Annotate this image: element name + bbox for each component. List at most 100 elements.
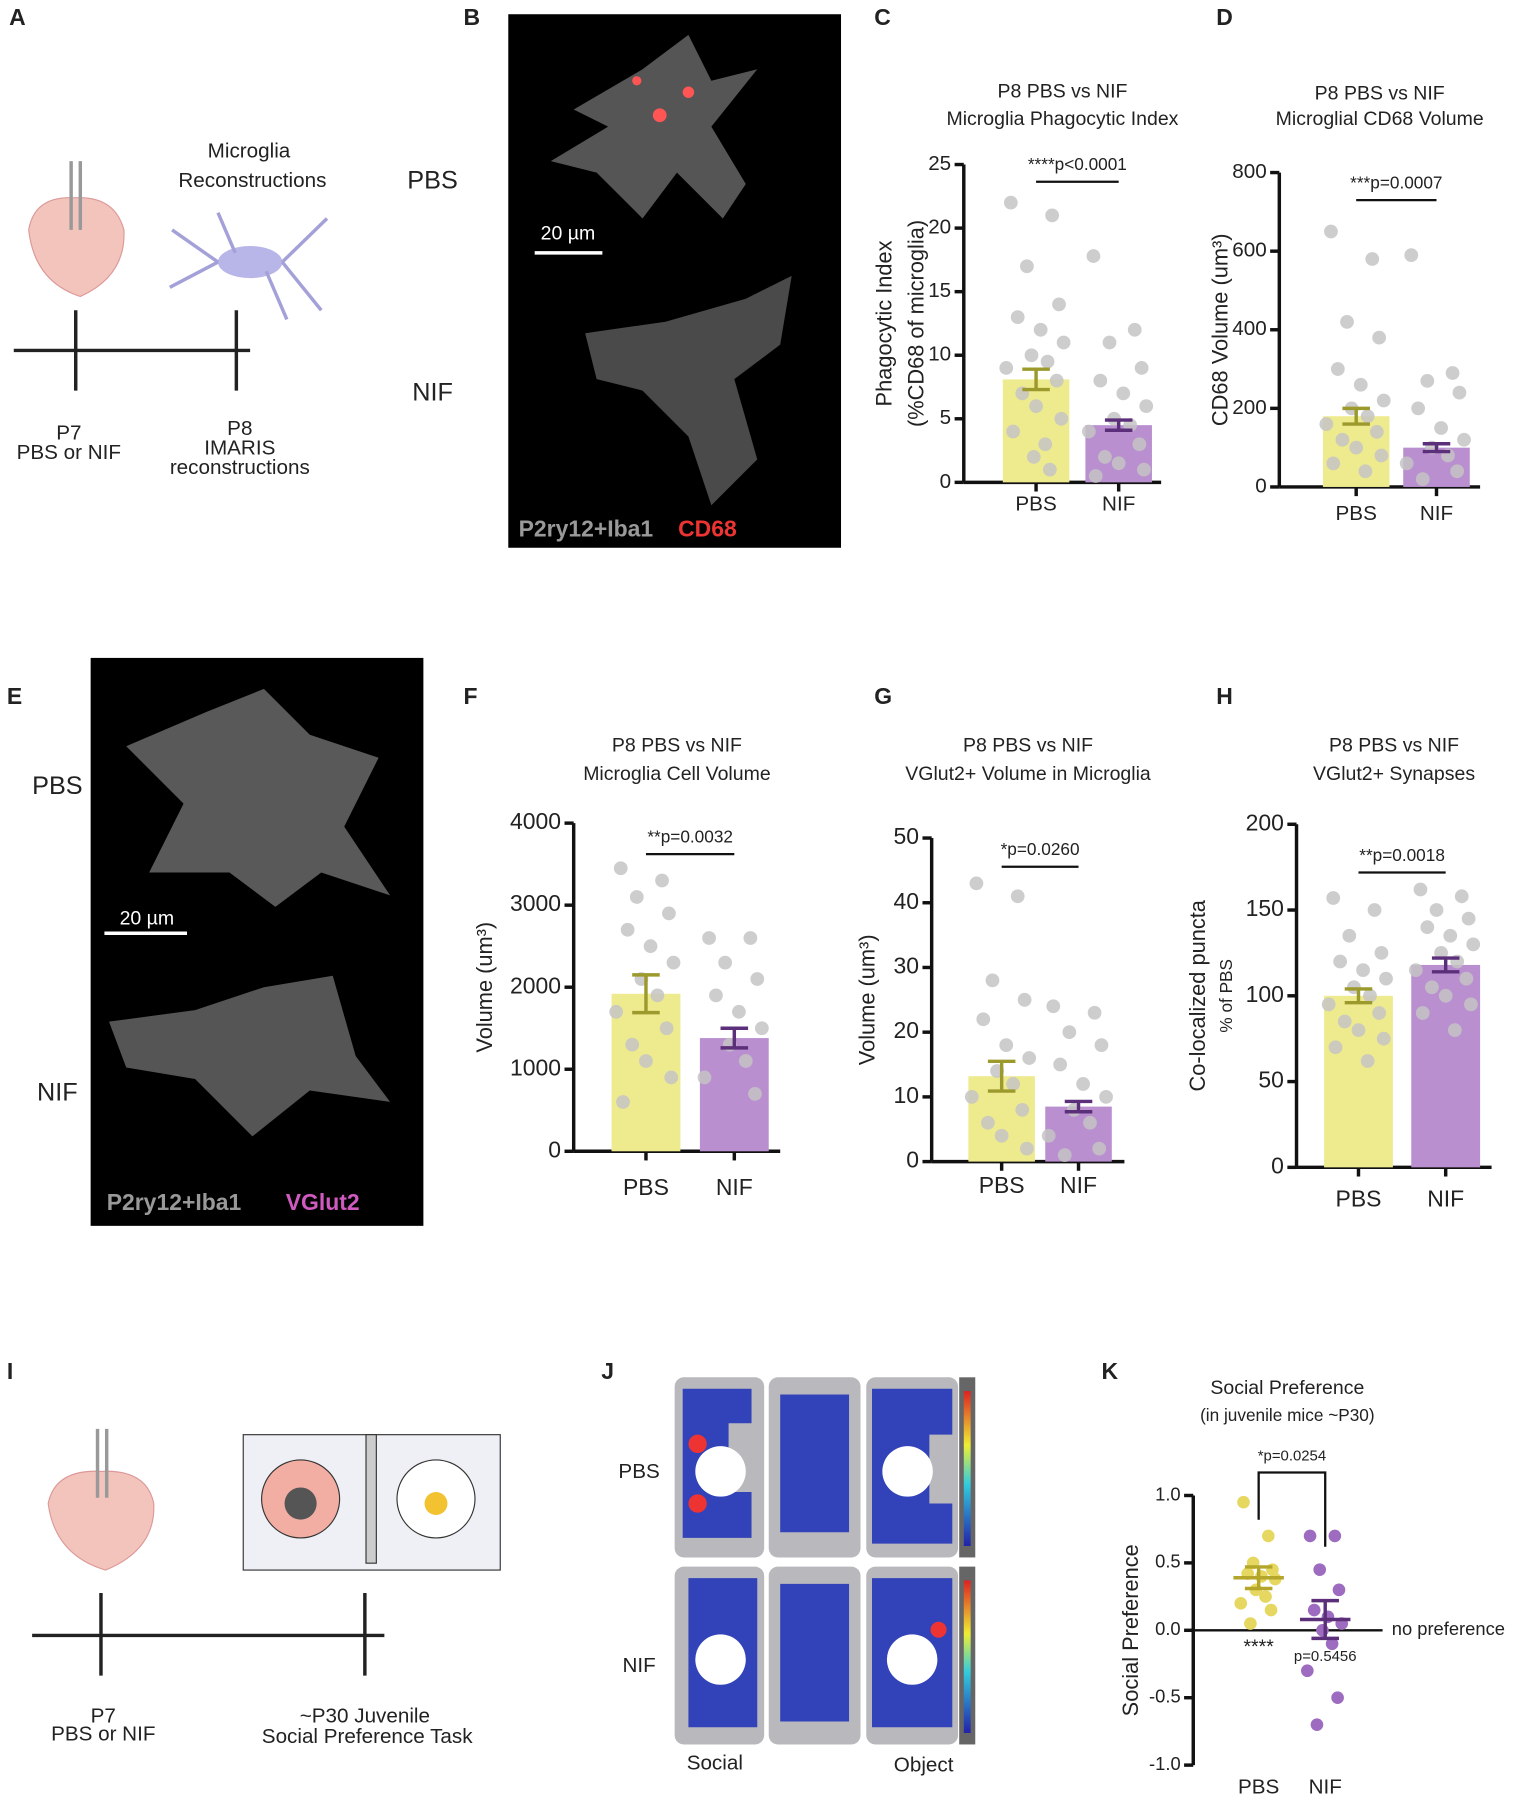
x-tick-label: NIF (1427, 1186, 1464, 1212)
data-point (1337, 1014, 1352, 1029)
panel-label: D (1216, 4, 1233, 30)
data-point (609, 1004, 624, 1019)
data-point (709, 988, 723, 1003)
chart-title: Social Preference (1210, 1377, 1364, 1399)
mouse (284, 1487, 317, 1520)
schematic-text: Microglia (208, 139, 291, 162)
data-point (1310, 1718, 1324, 1731)
panel-label: G (874, 683, 892, 709)
x-tick-label: PBS (1336, 502, 1377, 525)
data-point (625, 1037, 640, 1052)
panel-label: H (1216, 683, 1233, 709)
chart-title: VGlut2+ Volume in Microglia (905, 763, 1151, 785)
marker-label: VGlut2 (286, 1189, 360, 1215)
data-point (1326, 456, 1341, 471)
chart-title: Microglia Phagocytic Index (946, 108, 1178, 130)
y-tick-label: 0 (1271, 1152, 1284, 1178)
data-point (1434, 421, 1448, 435)
data-point (1102, 335, 1117, 350)
y-tick-label: 50 (1258, 1067, 1284, 1093)
y-tick-label: 0 (940, 470, 951, 493)
y-axis-label: Volume (um³) (854, 934, 879, 1065)
panel-label: K (1101, 1358, 1118, 1384)
cell (109, 975, 391, 1137)
data-point (1340, 315, 1354, 329)
y-tick-label: 0.5 (1155, 1551, 1181, 1572)
data-point (1029, 399, 1043, 413)
data-point (985, 973, 1000, 988)
data-point (732, 1004, 746, 1019)
data-point (1244, 1617, 1257, 1630)
data-point (1022, 1051, 1037, 1065)
data-point (1461, 911, 1476, 926)
microglia (218, 246, 283, 279)
chart-title: Microglia Cell Volume (583, 763, 771, 785)
chart-title: Microglial CD68 Volume (1276, 108, 1484, 130)
data-point (1454, 889, 1469, 904)
data-point (1040, 354, 1055, 369)
data-point (1261, 1529, 1275, 1543)
data-point (1413, 882, 1428, 897)
data-point (1092, 1141, 1107, 1156)
data-point (1010, 889, 1025, 904)
data-point (1137, 462, 1151, 477)
significance-bracket (1257, 1471, 1327, 1547)
hotspot (930, 1621, 947, 1638)
y-axis-label: (%CD68 of microglia) (904, 220, 929, 427)
chart-title: VGlut2+ Synapses (1313, 763, 1475, 785)
x-tick-label: NIF (1420, 502, 1453, 525)
x-tick-label: NIF (1060, 1172, 1097, 1198)
y-tick-label: 1000 (510, 1054, 561, 1080)
data-point (1399, 456, 1414, 471)
data-point (1045, 208, 1060, 223)
data-point (1003, 195, 1018, 210)
data-point (1127, 322, 1142, 337)
y-tick-label: 200 (1246, 809, 1284, 835)
data-point (969, 876, 984, 891)
data-point (1111, 456, 1126, 471)
data-point (1369, 425, 1384, 439)
data-point (1042, 462, 1057, 477)
data-point (1445, 366, 1460, 380)
chart-title: P8 PBS vs NIF (612, 734, 742, 756)
data-point (1049, 373, 1064, 388)
data-point (1087, 1005, 1102, 1020)
heatmap-j: PBS NIF Social Object (618, 1377, 976, 1777)
data-point (1466, 937, 1481, 952)
panel-label: E (7, 683, 22, 709)
data-point (1057, 1148, 1072, 1163)
data-point (643, 939, 658, 954)
x-tick-label: NIF (1102, 493, 1135, 516)
data-point (1006, 424, 1021, 439)
y-tick-label: 5 (940, 406, 951, 429)
significance-label: ***p=0.0007 (1350, 173, 1442, 193)
data-point (662, 906, 676, 921)
schematic-text: ~P30 Juvenile (300, 1704, 430, 1727)
data-point (1325, 1637, 1339, 1651)
data-point (1415, 472, 1430, 486)
data-point (1026, 450, 1041, 464)
data-point (697, 1070, 712, 1085)
schematic-text: reconstructions (170, 456, 310, 479)
colorbar (963, 1391, 971, 1546)
cup (886, 1634, 938, 1685)
data-point (1033, 322, 1048, 337)
y-tick-label: 30 (894, 953, 920, 979)
data-point (1333, 954, 1348, 969)
group-label: NIF (37, 1079, 78, 1107)
data-point (1134, 361, 1149, 375)
chart-title: P8 PBS vs NIF (1329, 734, 1459, 756)
data-point (1415, 1006, 1430, 1020)
data-point (655, 873, 669, 888)
data-point (1342, 928, 1357, 943)
data-point (1056, 335, 1071, 350)
data-point (1020, 1141, 1034, 1156)
data-point (1353, 377, 1368, 392)
data-point (1349, 440, 1364, 455)
y-tick-label: 1.0 (1155, 1483, 1181, 1504)
y-tick-label: 50 (894, 823, 920, 849)
colorbar (963, 1580, 971, 1733)
x-tick-label: PBS (1015, 493, 1056, 516)
panel-label: B (464, 4, 481, 30)
y-axis-label: Volume (um³) (472, 922, 497, 1053)
